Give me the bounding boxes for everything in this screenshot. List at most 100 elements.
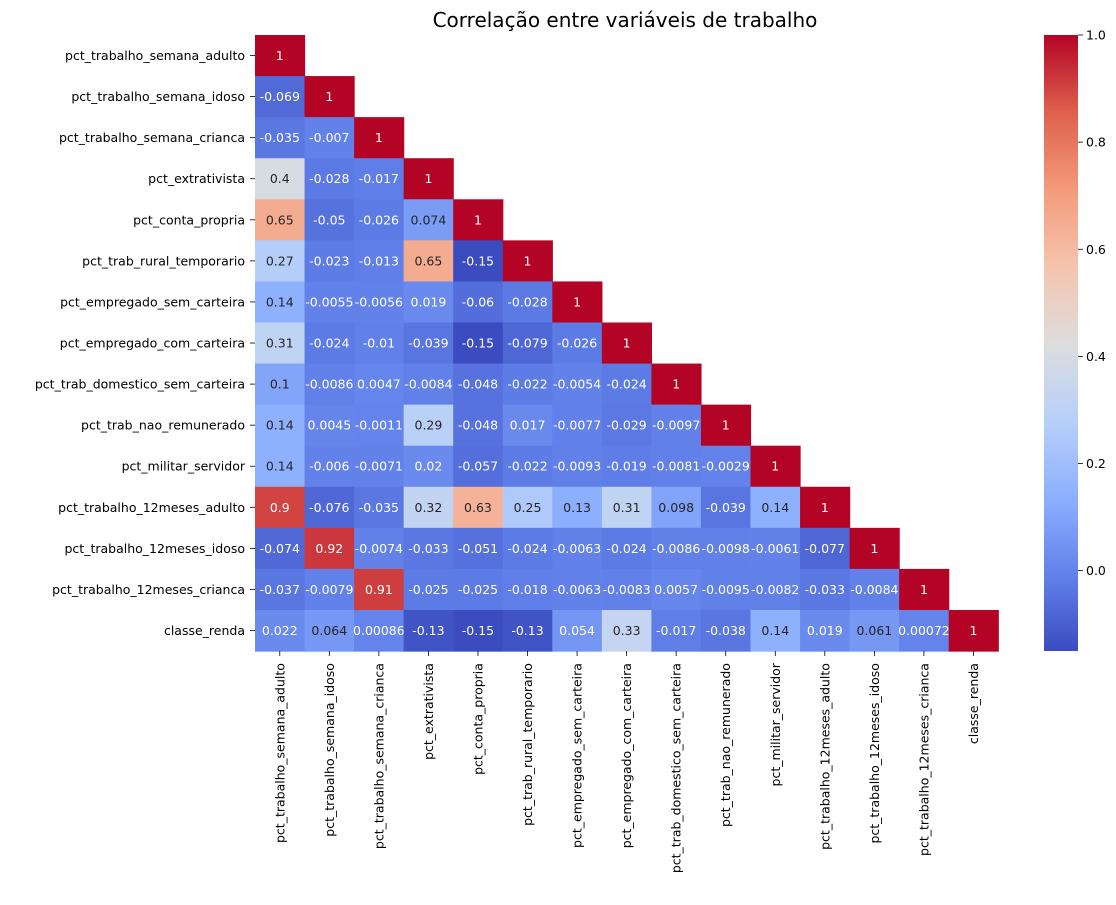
heatmap-cell	[502, 609, 553, 652]
heatmap-cell	[899, 609, 950, 652]
x-tick-label: classe_renda	[966, 663, 981, 744]
colorbar-ticks: 0.0 0.2 0.4 0.6 0.8 1.0	[1078, 28, 1106, 578]
colorbar-tick-label: 0.6	[1086, 242, 1106, 257]
cell-value-label: 0.13	[563, 500, 591, 515]
cell-value-label: -0.0029	[702, 459, 750, 474]
heatmap-cell	[502, 445, 553, 488]
heatmap-cell	[354, 363, 405, 406]
heatmap-cell	[700, 445, 752, 488]
heatmap-cell	[403, 445, 454, 488]
cell-value-label: -0.026	[359, 212, 399, 227]
heatmap-cell	[403, 281, 454, 324]
heatmap-cell	[800, 609, 851, 652]
heatmap-cell	[651, 445, 702, 488]
cell-value-label: -0.0056	[355, 294, 403, 309]
cell-value-label: 0.00086	[353, 623, 405, 638]
cell-value-label: 1	[474, 212, 482, 227]
heatmap-cell	[453, 609, 504, 652]
x-tick-label: pct_extrativista	[421, 663, 436, 760]
heatmap-cell	[800, 568, 851, 611]
cell-value-label: -0.024	[507, 541, 547, 556]
heatmap-cell	[403, 527, 454, 570]
heatmap-cell	[601, 363, 652, 406]
x-tick-label: pct_trabalho_12meses_crianca	[916, 663, 931, 856]
colorbar-tick-label: 0.4	[1086, 349, 1106, 364]
y-tick-label: pct_trabalho_semana_adulto	[65, 48, 245, 63]
cell-value-label: -0.033	[408, 541, 448, 556]
cell-value-label: -0.0082	[751, 582, 799, 597]
heatmap-cell	[304, 199, 355, 241]
x-tick-label: pct_empregado_sem_carteira	[570, 663, 585, 848]
heatmap-cell	[304, 486, 355, 529]
y-tick-label: pct_trabalho_semana_idoso	[71, 89, 245, 104]
heatmap-cell	[255, 404, 306, 447]
heatmap-cell	[255, 322, 306, 365]
heatmap-cell	[700, 486, 752, 529]
cell-value-label: -0.0084	[404, 377, 452, 392]
heatmap-cell	[552, 486, 603, 529]
heatmap-cell	[552, 445, 603, 488]
heatmap-cell	[552, 527, 603, 570]
cell-value-label: 0.31	[613, 500, 641, 515]
y-tick-label: pct_extrativista	[148, 171, 245, 186]
cell-value-label: -0.069	[260, 89, 300, 104]
cell-value-label: 0.02	[415, 459, 443, 474]
cell-value-label: -0.06	[462, 294, 494, 309]
cell-value-label: -0.033	[805, 582, 845, 597]
cell-value-label: 0.00072	[898, 623, 950, 638]
heatmap-cell	[255, 568, 306, 611]
cell-value-label: 0.4	[270, 171, 290, 186]
cell-value-label: -0.024	[606, 541, 646, 556]
heatmap-cell	[700, 527, 752, 570]
cell-value-label: 0.65	[266, 212, 294, 227]
cell-value-label: -0.018	[507, 582, 547, 597]
cell-value-label: -0.0061	[751, 541, 799, 556]
cell-value-label: -0.0093	[553, 459, 601, 474]
heatmap-cell	[354, 445, 405, 488]
cell-value-label: 0.0047	[357, 377, 401, 392]
cell-value-label: 0.054	[559, 623, 595, 638]
heatmap-cell	[453, 322, 504, 365]
cell-value-label: 1	[276, 48, 284, 63]
heatmap-cell	[403, 609, 454, 652]
heatmap-cell	[255, 445, 306, 488]
cell-value-label: 0.017	[510, 418, 546, 433]
y-tick-label: pct_trabalho_12meses_adulto	[58, 500, 245, 515]
cell-value-label: -0.15	[462, 253, 494, 268]
heatmap-cell	[552, 609, 603, 652]
cell-value-label: -0.038	[706, 623, 746, 638]
x-tick-label: pct_trab_domestico_sem_carteira	[669, 663, 684, 873]
heatmap-cell	[800, 527, 851, 570]
cell-value-label: 0.91	[365, 582, 393, 597]
cell-value-label: -0.028	[309, 171, 349, 186]
cell-value-label: 1	[325, 89, 333, 104]
heatmap-cell	[255, 527, 306, 570]
cell-value-label: 0.074	[411, 212, 447, 227]
cell-value-label: 0.31	[266, 336, 294, 351]
heatmap-cell	[255, 117, 306, 159]
heatmap-cell	[750, 527, 801, 570]
heatmap-cell	[255, 363, 306, 406]
cell-value-label: -0.13	[511, 623, 543, 638]
cell-value-label: 0.064	[311, 623, 347, 638]
cell-value-label: 0.27	[266, 253, 294, 268]
heatmap-cell	[304, 609, 355, 652]
heatmap-cell	[453, 363, 504, 406]
heatmap-cell	[304, 76, 355, 118]
y-tick-label: pct_trabalho_12meses_crianca	[52, 582, 245, 597]
cell-value-label: 0.9	[270, 500, 290, 515]
heatmap-cell	[453, 281, 504, 324]
heatmap-cell	[750, 445, 801, 488]
heatmap-cell	[304, 158, 355, 200]
heatmap-cell	[403, 363, 454, 406]
heatmap-cell	[899, 568, 950, 611]
heatmap-cell	[403, 486, 454, 529]
heatmap-cell	[453, 404, 504, 447]
cell-value-label: -0.01	[363, 336, 395, 351]
heatmap-cell	[255, 35, 306, 77]
cell-value-label: -0.0074	[355, 541, 403, 556]
cell-value-label: 0.019	[807, 623, 843, 638]
cell-value-label: 0.63	[464, 500, 492, 515]
heatmap-cell	[750, 609, 801, 652]
cell-value-label: -0.023	[309, 253, 349, 268]
